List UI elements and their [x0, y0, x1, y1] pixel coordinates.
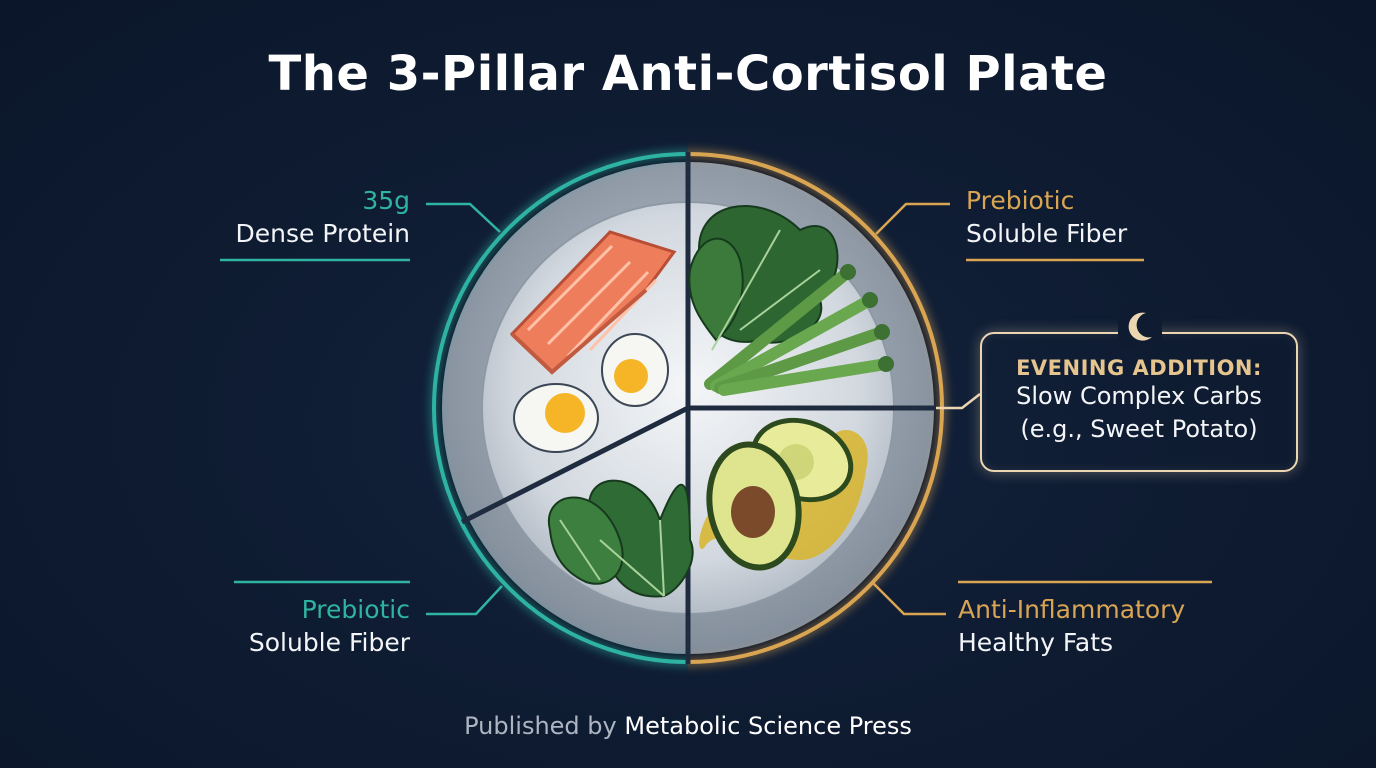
crescent-moon-icon	[1118, 305, 1162, 349]
label-fats: Anti-Inflammatory Healthy Fats	[958, 593, 1185, 659]
evening-line2: (e.g., Sweet Potato)	[1020, 415, 1258, 443]
connector-bottom-left	[426, 585, 503, 616]
label-fiber-bottom-key: Prebiotic	[301, 595, 410, 624]
label-fiber-bottom-value: Soluble Fiber	[248, 628, 410, 657]
label-fats-value: Healthy Fats	[958, 628, 1114, 657]
evening-addition-box: EVENING ADDITION: Slow Complex Carbs (e.…	[980, 332, 1298, 472]
footer-prefix: Published by	[464, 712, 617, 740]
evening-heading: EVENING ADDITION:	[1016, 356, 1262, 380]
label-fats-key: Anti-Inflammatory	[958, 595, 1186, 624]
label-protein-value: Dense Protein	[235, 219, 410, 248]
label-fiber-top-key: Prebiotic	[966, 186, 1075, 215]
label-fiber-top-value: Soluble Fiber	[966, 219, 1128, 248]
boiled-egg-icon	[601, 333, 669, 407]
divider-left	[460, 405, 690, 525]
footer-publisher: Metabolic Science Press	[624, 712, 912, 740]
connector-bottom-right	[871, 581, 946, 616]
label-fiber-bottom: Prebiotic Soluble Fiber	[160, 593, 410, 659]
label-protein-key: 35g	[362, 186, 410, 215]
evening-line1: Slow Complex Carbs	[1016, 382, 1262, 410]
salmon-icon	[509, 230, 677, 375]
connector-evening	[936, 393, 981, 410]
teal-rim	[432, 152, 688, 664]
label-protein: 35g Dense Protein	[160, 184, 410, 250]
avocado-icon	[706, 417, 854, 571]
spinach-icon	[547, 479, 694, 598]
label-fiber-top: Prebiotic Soluble Fiber	[966, 184, 1127, 250]
boiled-egg-icon	[513, 383, 599, 453]
page-title: The 3-Pillar Anti-Cortisol Plate	[268, 46, 1108, 102]
footer: Published by Metabolic Science Press	[0, 712, 1376, 740]
connector-top-right	[875, 202, 950, 235]
asparagus-icon	[704, 264, 894, 396]
connector-top-left	[426, 202, 501, 233]
